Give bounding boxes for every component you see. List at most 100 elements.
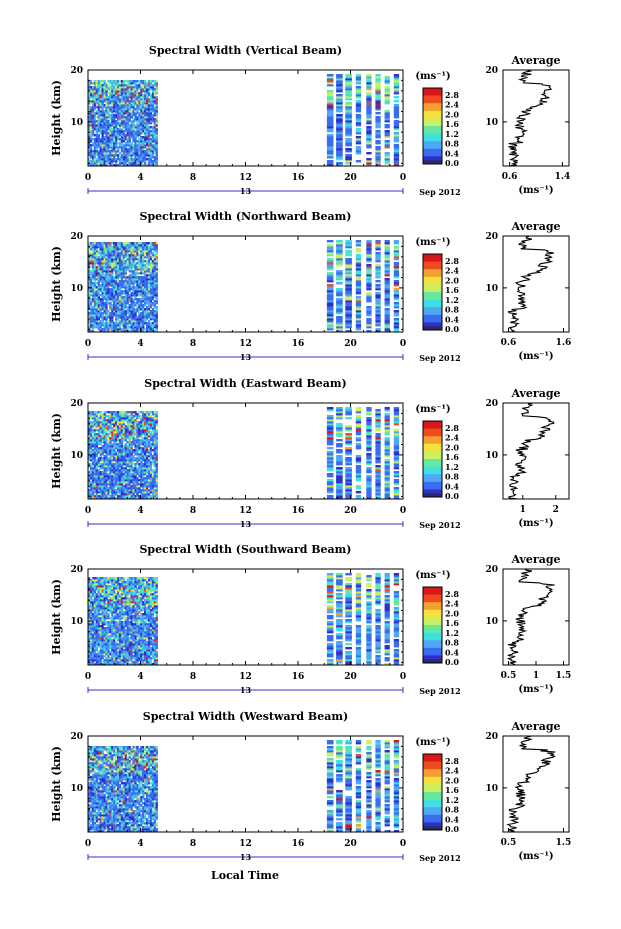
heatmap-cell [88, 320, 91, 323]
heatmap-cell [130, 246, 133, 249]
heatmap-cell [146, 467, 149, 470]
heatmap-cell [126, 242, 129, 245]
heatmap-cell [132, 314, 135, 317]
heatmap-cell [118, 92, 122, 95]
heatmap-cell [107, 146, 110, 149]
heatmap-cell [105, 96, 108, 99]
heatmap-cell [345, 74, 352, 77]
heatmap-cell [138, 308, 141, 311]
heatmap-cell [124, 142, 127, 145]
heatmap-cell [345, 318, 352, 321]
heatmap-cell [155, 439, 158, 442]
heatmap-cell [155, 256, 158, 259]
heatmap-cell [326, 248, 334, 251]
heatmap-cell [97, 302, 100, 305]
heatmap-cell [130, 86, 133, 89]
heatmap-cell [89, 314, 93, 317]
heatmap-cell [326, 280, 334, 283]
heatmap-cell [130, 471, 133, 474]
heatmap-cell [93, 150, 97, 153]
heatmap-cell [132, 300, 135, 303]
heatmap-cell [120, 433, 124, 436]
heatmap-cell [101, 260, 104, 263]
heatmap-cell [99, 94, 102, 97]
heatmap-cell [91, 298, 95, 301]
heatmap-cell [122, 248, 126, 251]
heatmap-cell [117, 431, 120, 434]
heatmap-cell [136, 122, 139, 125]
heatmap-cell [91, 479, 95, 482]
heatmap-cell [149, 116, 153, 119]
heatmap-cell [366, 146, 372, 149]
heatmap-cell [155, 298, 158, 301]
heatmap-cell [88, 112, 91, 115]
heatmap-cell [105, 136, 108, 139]
heatmap-cell [136, 84, 139, 87]
heatmap-cell [103, 445, 106, 448]
heatmap-cell [124, 477, 127, 480]
heatmap-cell [140, 298, 143, 301]
heatmap-cell [99, 242, 102, 245]
heatmap-cell [326, 102, 334, 105]
heatmap-cell [120, 471, 124, 474]
heatmap-cell [105, 314, 108, 317]
heatmap-cell [149, 250, 153, 253]
heatmap-cell [126, 479, 129, 482]
heatmap-cell [97, 320, 100, 323]
heatmap-cell [122, 100, 126, 103]
heatmap-cell [103, 148, 106, 151]
heatmap-cell [91, 457, 95, 460]
colorbar-band [423, 295, 442, 300]
heatmap-cell [118, 477, 122, 480]
x-tick-label: 12 [239, 339, 252, 349]
heatmap-cell [118, 467, 122, 470]
heatmap-cell [366, 74, 372, 77]
heatmap-cell [134, 116, 137, 119]
heatmap-cell [151, 304, 155, 307]
heatmap-cell [140, 459, 143, 462]
heatmap-cell [336, 106, 343, 109]
heatmap-cell [142, 100, 145, 103]
heatmap-cell [113, 292, 116, 295]
heatmap-cell [132, 276, 135, 279]
heatmap-cell [88, 282, 91, 285]
heatmap-cell [124, 479, 127, 482]
heatmap-cell [155, 441, 158, 444]
heatmap-cell [130, 475, 133, 478]
heatmap-cell [109, 312, 112, 315]
heatmap-cell [103, 122, 106, 125]
heatmap-cell [147, 154, 151, 157]
heatmap-cell [366, 140, 372, 143]
heatmap-cell [151, 326, 155, 329]
heatmap-cell [136, 306, 139, 309]
heatmap-cell [375, 126, 381, 129]
heatmap-cell [140, 292, 143, 295]
heatmap-cell [115, 282, 118, 285]
heatmap-cell [126, 294, 129, 297]
x-axis-label: Local Time [211, 869, 279, 882]
heatmap-cell [149, 455, 153, 458]
heatmap-cell [107, 120, 110, 123]
heatmap-cell [124, 435, 127, 438]
colorbar-band [423, 288, 442, 293]
heatmap-cell [95, 114, 98, 117]
heatmap-cell [130, 278, 133, 281]
heatmap-cell [95, 148, 98, 151]
heatmap-cell [153, 322, 156, 325]
heatmap-cell [109, 441, 112, 444]
heatmap-cell [109, 465, 112, 468]
heatmap-cell [118, 497, 122, 500]
heatmap-cell [136, 431, 139, 434]
heatmap-cell [140, 136, 143, 139]
heatmap-cell [89, 248, 93, 251]
heatmap-cell [93, 471, 97, 474]
heatmap-cell [109, 242, 112, 245]
heatmap-cell [345, 254, 352, 257]
heatmap-cell [111, 276, 114, 279]
heatmap-cell [122, 144, 126, 147]
heatmap-cell [99, 246, 102, 249]
heatmap-cell [120, 459, 124, 462]
heatmap-cell [103, 246, 106, 249]
heatmap-cell [113, 487, 116, 490]
heatmap-cell [336, 158, 343, 161]
